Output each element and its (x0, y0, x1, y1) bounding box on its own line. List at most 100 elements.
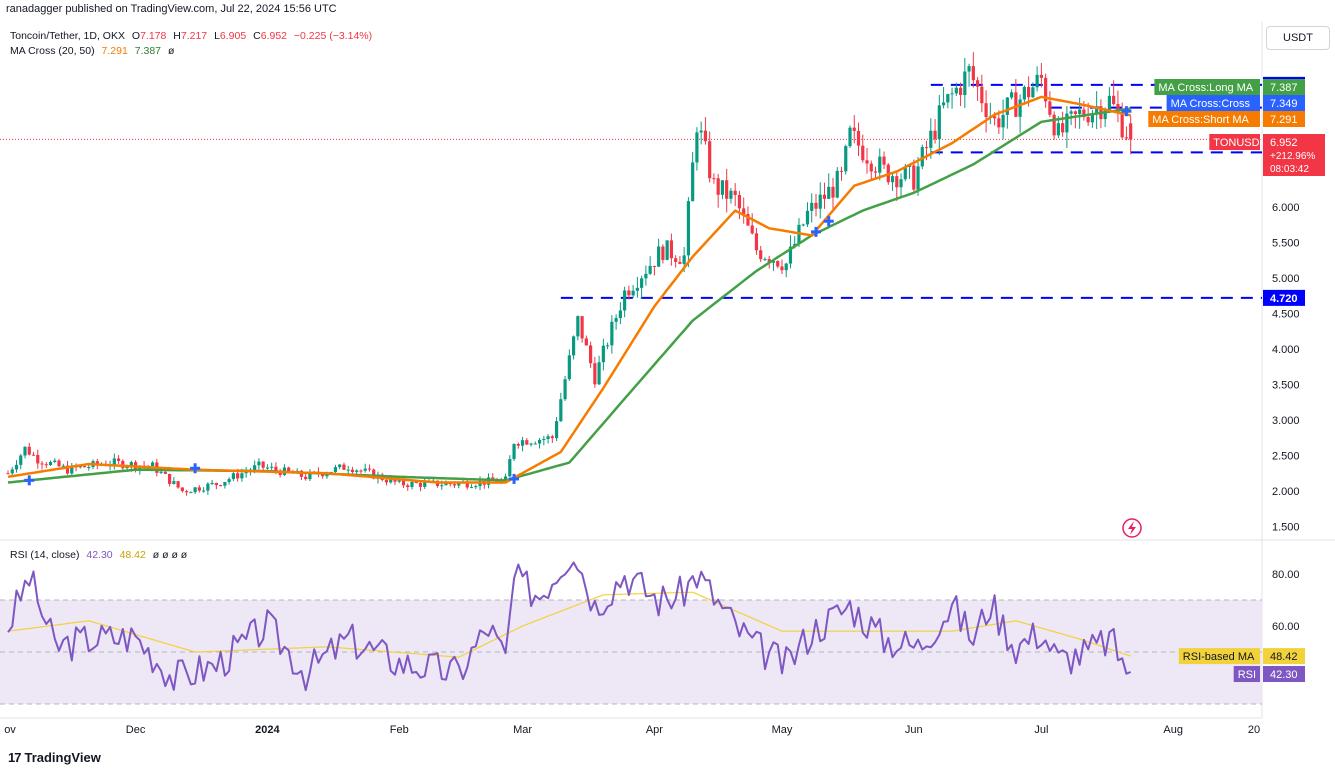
candle[interactable] (763, 257, 767, 261)
candle[interactable] (70, 463, 74, 475)
currency-button[interactable]: USDT (1266, 26, 1330, 50)
candle[interactable] (614, 314, 618, 330)
candle[interactable] (946, 93, 950, 109)
candle[interactable] (1014, 79, 1018, 118)
candle[interactable] (308, 469, 312, 482)
rsi-indicator-name[interactable]: RSI (14, close) (10, 549, 80, 561)
short-ma-line[interactable] (7, 95, 1131, 484)
candle[interactable] (19, 453, 23, 470)
candle[interactable] (550, 434, 554, 443)
candle[interactable] (729, 187, 733, 204)
candle[interactable] (967, 63, 971, 87)
candle[interactable] (508, 455, 512, 477)
candle[interactable] (10, 467, 14, 476)
candle[interactable] (895, 172, 899, 201)
candle[interactable] (116, 455, 121, 464)
candle[interactable] (516, 442, 520, 449)
candle[interactable] (963, 58, 967, 108)
candle[interactable] (82, 465, 87, 468)
long-ma-line[interactable] (7, 107, 1131, 484)
candle[interactable] (27, 442, 31, 456)
candle[interactable] (584, 335, 588, 346)
candle[interactable] (818, 182, 822, 219)
ma-cross-marker[interactable] (24, 475, 35, 486)
candle[interactable] (873, 166, 878, 180)
ma-cross-marker[interactable] (810, 226, 821, 237)
candle[interactable] (1048, 91, 1052, 118)
candle[interactable] (1090, 109, 1095, 128)
candle[interactable] (610, 315, 614, 354)
candle[interactable] (542, 435, 546, 446)
candle[interactable] (678, 256, 682, 265)
candle[interactable] (1052, 111, 1056, 140)
candle[interactable] (733, 183, 737, 207)
candle[interactable] (861, 134, 865, 163)
candle[interactable] (708, 131, 712, 183)
candle[interactable] (848, 125, 852, 149)
candle[interactable] (1124, 126, 1129, 141)
candle[interactable] (1035, 66, 1039, 92)
rsi-ma-line[interactable] (7, 591, 1131, 658)
candle[interactable] (720, 180, 725, 200)
candle[interactable] (1129, 115, 1133, 155)
candle[interactable] (759, 245, 763, 263)
candle[interactable] (623, 286, 627, 318)
candle[interactable] (14, 460, 19, 473)
candle[interactable] (219, 484, 223, 487)
candle[interactable] (975, 77, 980, 102)
candle[interactable] (980, 74, 984, 113)
candle[interactable] (856, 122, 861, 157)
candle[interactable] (533, 441, 537, 445)
candle[interactable] (954, 82, 958, 97)
candle[interactable] (597, 355, 601, 386)
candle[interactable] (206, 482, 210, 495)
candle[interactable] (703, 117, 708, 145)
candle[interactable] (865, 147, 869, 174)
candle[interactable] (810, 193, 814, 223)
ma-indicator-name[interactable]: MA Cross (20, 50) (10, 45, 95, 57)
candle[interactable] (1116, 90, 1120, 123)
candle[interactable] (423, 477, 427, 490)
candle[interactable] (691, 152, 695, 202)
candle[interactable] (1112, 80, 1116, 106)
candle[interactable] (984, 90, 988, 133)
candle[interactable] (172, 477, 176, 485)
candle[interactable] (469, 484, 474, 489)
candle[interactable] (929, 118, 933, 159)
candle[interactable] (1022, 85, 1026, 105)
ma-cross-marker[interactable] (190, 463, 201, 474)
candle[interactable] (452, 483, 457, 488)
candle[interactable] (57, 458, 61, 468)
candle[interactable] (418, 481, 423, 492)
candle[interactable] (1107, 87, 1112, 114)
candle[interactable] (1065, 106, 1069, 149)
candle[interactable] (933, 119, 937, 144)
candle[interactable] (576, 315, 580, 341)
candle[interactable] (827, 173, 831, 199)
candle[interactable] (559, 392, 563, 422)
candle[interactable] (31, 451, 36, 456)
candle[interactable] (814, 193, 818, 217)
ma-cross-marker[interactable] (823, 216, 834, 227)
candle[interactable] (512, 443, 516, 462)
candle[interactable] (193, 486, 197, 494)
candle[interactable] (265, 464, 270, 470)
candle[interactable] (163, 470, 167, 475)
candle[interactable] (210, 480, 214, 485)
candle[interactable] (805, 202, 810, 227)
candle[interactable] (801, 223, 805, 227)
candle[interactable] (40, 461, 44, 470)
candle[interactable] (835, 167, 839, 199)
candle[interactable] (971, 52, 975, 88)
candle[interactable] (1005, 96, 1009, 129)
candle[interactable] (589, 341, 593, 368)
rsi-line[interactable] (7, 561, 1132, 692)
candle[interactable] (695, 127, 699, 171)
candle[interactable] (1095, 91, 1099, 130)
candle[interactable] (350, 466, 355, 474)
candle[interactable] (661, 244, 665, 264)
candle[interactable] (644, 265, 648, 286)
candle[interactable] (185, 489, 189, 496)
candle[interactable] (912, 159, 916, 192)
candle[interactable] (652, 265, 656, 276)
